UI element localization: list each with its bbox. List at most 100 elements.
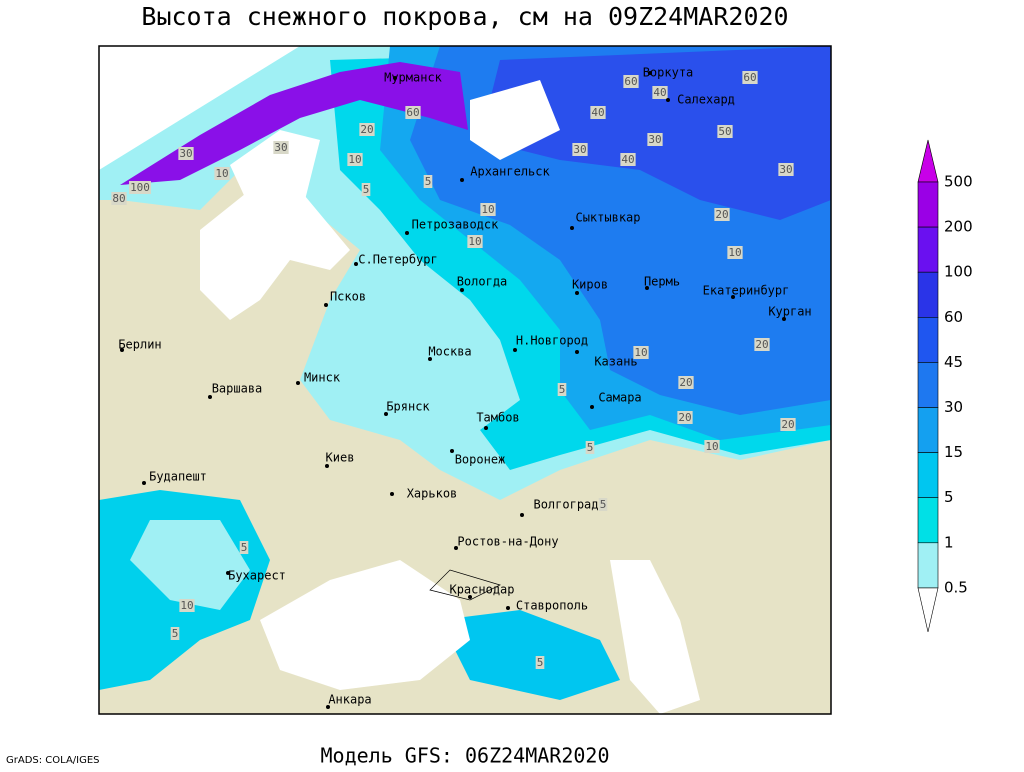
legend-swatch <box>917 452 939 499</box>
contour-label: 5 <box>600 498 607 511</box>
snow-purple <box>120 62 468 185</box>
legend-swatch <box>917 139 939 183</box>
city-label: Сыктывкар <box>575 211 640 225</box>
contour-label-box <box>273 141 289 154</box>
city-dot <box>513 348 517 352</box>
white-sea <box>470 80 560 160</box>
contour-label-box <box>178 147 194 160</box>
city-dot <box>428 357 432 361</box>
city-label: Анкара <box>328 693 371 707</box>
contour-label: 80 <box>112 192 125 205</box>
contour-label: 30 <box>779 163 792 176</box>
contour-label: 10 <box>180 599 193 612</box>
city-label: Краснодар <box>449 583 514 597</box>
city-label: Киров <box>572 278 608 292</box>
contour-label-box <box>111 192 127 205</box>
city-dot <box>325 464 329 468</box>
contour-label: 100 <box>130 181 150 194</box>
legend-swatch <box>917 407 939 453</box>
contour-label-box <box>129 181 151 194</box>
contour-label-box <box>423 175 433 188</box>
contour-label: 30 <box>274 141 287 154</box>
contour-label-box <box>214 167 230 180</box>
contour-label: 5 <box>425 175 432 188</box>
city-dot <box>296 381 300 385</box>
city-dot <box>468 595 472 599</box>
city-dot <box>575 350 579 354</box>
legend-label: 1 <box>944 533 954 551</box>
city-dot <box>324 303 328 307</box>
contour-label: 10 <box>634 346 647 359</box>
contour-label: 20 <box>781 418 794 431</box>
city-dot <box>645 286 649 290</box>
legend-label: 500 <box>944 173 973 191</box>
gulf-of-bothnia <box>230 130 320 230</box>
contour-label-box <box>598 498 608 511</box>
city-dot <box>575 291 579 295</box>
legend-label: 15 <box>944 443 963 461</box>
city-label: Казань <box>594 355 637 369</box>
contour-label: 30 <box>648 133 661 146</box>
contour-label: 10 <box>468 235 481 248</box>
contour-label-box <box>405 106 421 119</box>
city-dot <box>405 231 409 235</box>
city-dot <box>390 492 394 496</box>
contour-label: 20 <box>360 123 373 136</box>
contour-label-box <box>652 86 668 99</box>
city-dot <box>520 513 524 517</box>
credit: GrADS: COLA/IGES <box>6 755 100 766</box>
city-dot <box>460 288 464 292</box>
city-label: Архангельск <box>470 165 550 179</box>
city-label: Воркута <box>643 66 694 80</box>
city-label: Брянск <box>386 400 430 414</box>
contour-label: 5 <box>559 383 566 396</box>
title: Высота снежного покрова, см на 09Z24MAR2… <box>141 2 788 31</box>
contour-label-box <box>359 123 375 136</box>
contour-label: 30 <box>573 143 586 156</box>
legend-swatch <box>917 362 939 408</box>
black-sea <box>260 560 470 690</box>
legend-swatch <box>917 226 939 273</box>
contour-label-box <box>535 656 545 669</box>
contour-label: 60 <box>743 71 756 84</box>
city-label: Мурманск <box>384 71 443 85</box>
legend-swatch <box>917 587 939 632</box>
city-dot <box>393 76 397 80</box>
legend-label: 60 <box>944 308 963 326</box>
city-dot <box>384 412 388 416</box>
city-label: Ставрополь <box>516 599 588 613</box>
contour-label-box <box>557 383 567 396</box>
contour-label-box <box>633 346 649 359</box>
contour-label-box <box>239 541 249 554</box>
contour-label-box <box>727 246 743 259</box>
contour-label-box <box>754 338 770 351</box>
contour-label-box <box>714 208 730 221</box>
contour-label: 5 <box>363 183 370 196</box>
map-frame <box>98 45 832 715</box>
contour-label-box <box>170 627 180 640</box>
contour-label-box <box>780 418 796 431</box>
city-label: Тамбов <box>476 411 519 425</box>
city-label: Берлин <box>118 338 161 352</box>
contour-label: 5 <box>241 541 248 554</box>
city-label: Минск <box>304 371 341 385</box>
legend: 500 200 100 60 45 30 15 5 1 0.5 <box>917 139 973 632</box>
contour-label: 40 <box>621 153 634 166</box>
contour-label: 10 <box>215 167 228 180</box>
baltic-sea <box>200 190 350 320</box>
city-dot <box>450 449 454 453</box>
legend-swatch <box>917 271 939 318</box>
contour-label: 20 <box>678 411 691 424</box>
city-label: Пермь <box>644 275 680 289</box>
contour-label-box <box>620 153 636 166</box>
contour-label: 5 <box>587 441 594 454</box>
city-label: Вологда <box>457 275 508 289</box>
contour-label-box <box>717 125 733 138</box>
city-dot <box>484 426 488 430</box>
contour-label: 10 <box>348 153 361 166</box>
contour-label: 20 <box>715 208 728 221</box>
contour-label: 50 <box>718 125 731 138</box>
contour-label: 60 <box>624 75 637 88</box>
contour-label: 10 <box>705 440 718 453</box>
sea-of-azov <box>429 569 501 601</box>
